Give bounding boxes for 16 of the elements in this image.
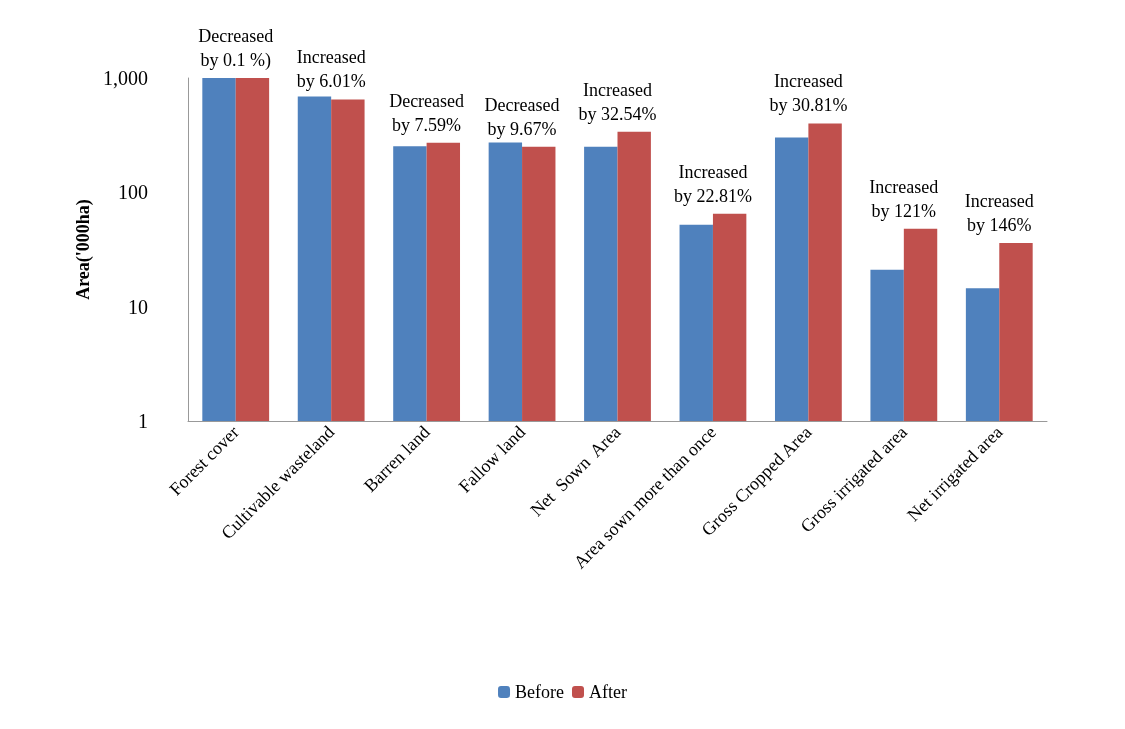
y-tick-label: 10 bbox=[128, 295, 148, 318]
annotation: Increased by 32.54% bbox=[578, 79, 657, 124]
annotation: Increased by 30.81% bbox=[769, 71, 848, 116]
annotation: Increased by 6.01% bbox=[296, 47, 366, 92]
annotation: Increased by 146% bbox=[964, 191, 1034, 236]
y-tick-label: 1 bbox=[138, 410, 148, 432]
annotation: Decreased by 7.59% bbox=[389, 90, 465, 135]
y-tick-label: 100 bbox=[118, 181, 148, 204]
annotation: Decreased by 9.67% bbox=[484, 94, 560, 139]
annotation: Decreased by 0.1 %) bbox=[198, 26, 274, 72]
legend-label: After bbox=[589, 682, 627, 702]
y-axis-title: Area('000ha) bbox=[73, 199, 95, 300]
legend-label: Before bbox=[515, 682, 565, 702]
annotation: Increased by 121% bbox=[869, 176, 939, 221]
annotation: Increased by 22.81% bbox=[673, 161, 752, 206]
y-tick-label: 1,000 bbox=[103, 67, 148, 89]
